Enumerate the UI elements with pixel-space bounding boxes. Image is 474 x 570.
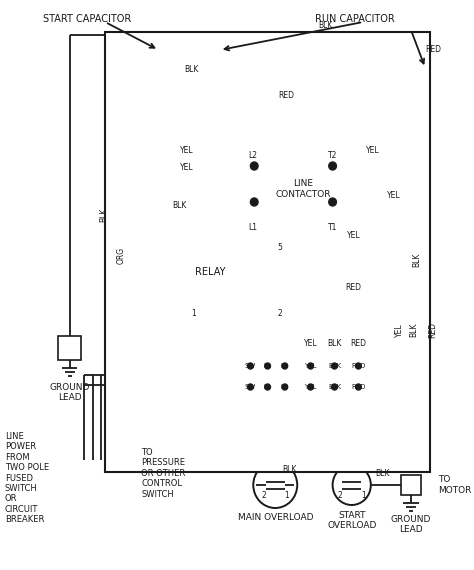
Text: LINE
CONTACTOR: LINE CONTACTOR bbox=[275, 180, 331, 199]
Text: YEL: YEL bbox=[304, 384, 317, 390]
Text: BLK: BLK bbox=[100, 208, 109, 222]
Text: 1: 1 bbox=[361, 491, 365, 499]
Text: YEL: YEL bbox=[366, 146, 380, 155]
Circle shape bbox=[356, 363, 361, 369]
Bar bbox=[237, 148, 350, 220]
Text: TO
MOTOR: TO MOTOR bbox=[438, 475, 471, 495]
Circle shape bbox=[250, 162, 258, 170]
Text: L1: L1 bbox=[264, 384, 272, 390]
Bar bbox=[58, 336, 81, 360]
Circle shape bbox=[265, 384, 271, 390]
Text: YEL: YEL bbox=[395, 323, 404, 337]
Bar bbox=[177, 240, 299, 305]
Text: L2: L2 bbox=[281, 363, 289, 369]
Text: 2: 2 bbox=[262, 491, 266, 499]
Circle shape bbox=[332, 384, 337, 390]
Bar bbox=[105, 32, 430, 472]
Text: L1: L1 bbox=[248, 223, 257, 233]
Text: ORG: ORG bbox=[117, 246, 126, 263]
Circle shape bbox=[282, 363, 288, 369]
Bar bbox=[232, 355, 409, 397]
Text: RED: RED bbox=[425, 46, 441, 55]
Text: BLK: BLK bbox=[412, 253, 421, 267]
Text: YEL: YEL bbox=[347, 230, 360, 239]
Text: TO
PRESSURE
OR OTHER
CONTROL
SWITCH: TO PRESSURE OR OTHER CONTROL SWITCH bbox=[141, 448, 186, 499]
Text: SW: SW bbox=[245, 384, 256, 390]
Text: T2: T2 bbox=[328, 152, 337, 161]
Text: BLK: BLK bbox=[328, 339, 342, 348]
Bar bbox=[401, 475, 420, 495]
Text: YEL: YEL bbox=[387, 192, 401, 201]
Text: 5: 5 bbox=[278, 242, 283, 251]
Text: BLK: BLK bbox=[375, 469, 390, 478]
Circle shape bbox=[265, 363, 271, 369]
Text: BLK: BLK bbox=[318, 21, 332, 30]
Circle shape bbox=[329, 162, 337, 170]
Text: 1: 1 bbox=[284, 491, 289, 499]
Text: GROUND
LEAD: GROUND LEAD bbox=[50, 383, 90, 402]
Circle shape bbox=[332, 363, 337, 369]
Text: L1: L1 bbox=[264, 363, 272, 369]
Circle shape bbox=[247, 384, 253, 390]
Circle shape bbox=[308, 384, 313, 390]
Text: BLK: BLK bbox=[283, 465, 297, 474]
Text: L2: L2 bbox=[248, 152, 257, 161]
Circle shape bbox=[282, 384, 288, 390]
Text: GROUND
LEAD: GROUND LEAD bbox=[391, 515, 431, 535]
Circle shape bbox=[356, 384, 361, 390]
Text: LINE
POWER
FROM
TWO POLE
FUSED
SWITCH
OR
CIRCUIT
BREAKER: LINE POWER FROM TWO POLE FUSED SWITCH OR… bbox=[5, 432, 49, 524]
Text: START CAPACITOR: START CAPACITOR bbox=[43, 14, 131, 24]
Text: RED: RED bbox=[279, 91, 295, 100]
Text: 2: 2 bbox=[338, 491, 343, 499]
Text: T1: T1 bbox=[328, 223, 337, 233]
Text: START
OVERLOAD: START OVERLOAD bbox=[327, 511, 376, 531]
Text: 1: 1 bbox=[191, 308, 196, 317]
Circle shape bbox=[308, 363, 313, 369]
Text: YEL: YEL bbox=[180, 146, 193, 155]
Text: BLK: BLK bbox=[184, 66, 198, 75]
Text: YEL: YEL bbox=[180, 163, 193, 172]
Text: RED: RED bbox=[350, 339, 366, 348]
Circle shape bbox=[247, 363, 253, 369]
Circle shape bbox=[250, 198, 258, 206]
Text: RED: RED bbox=[428, 322, 437, 338]
Text: BLK: BLK bbox=[328, 384, 341, 390]
Text: BLK: BLK bbox=[410, 323, 419, 337]
Text: YEL: YEL bbox=[304, 363, 317, 369]
Text: RELAY: RELAY bbox=[195, 267, 226, 277]
Text: RUN CAPACITOR: RUN CAPACITOR bbox=[315, 14, 395, 24]
Circle shape bbox=[329, 198, 337, 206]
Text: RED: RED bbox=[351, 384, 365, 390]
Text: 2: 2 bbox=[278, 308, 283, 317]
Text: L2: L2 bbox=[281, 384, 289, 390]
Text: RED: RED bbox=[346, 283, 362, 292]
Text: BLK: BLK bbox=[328, 363, 341, 369]
Text: SW: SW bbox=[245, 363, 256, 369]
Text: BLK: BLK bbox=[173, 201, 187, 210]
Text: MAIN OVERLOAD: MAIN OVERLOAD bbox=[237, 513, 313, 522]
Text: YEL: YEL bbox=[304, 339, 318, 348]
Text: RED: RED bbox=[351, 363, 365, 369]
